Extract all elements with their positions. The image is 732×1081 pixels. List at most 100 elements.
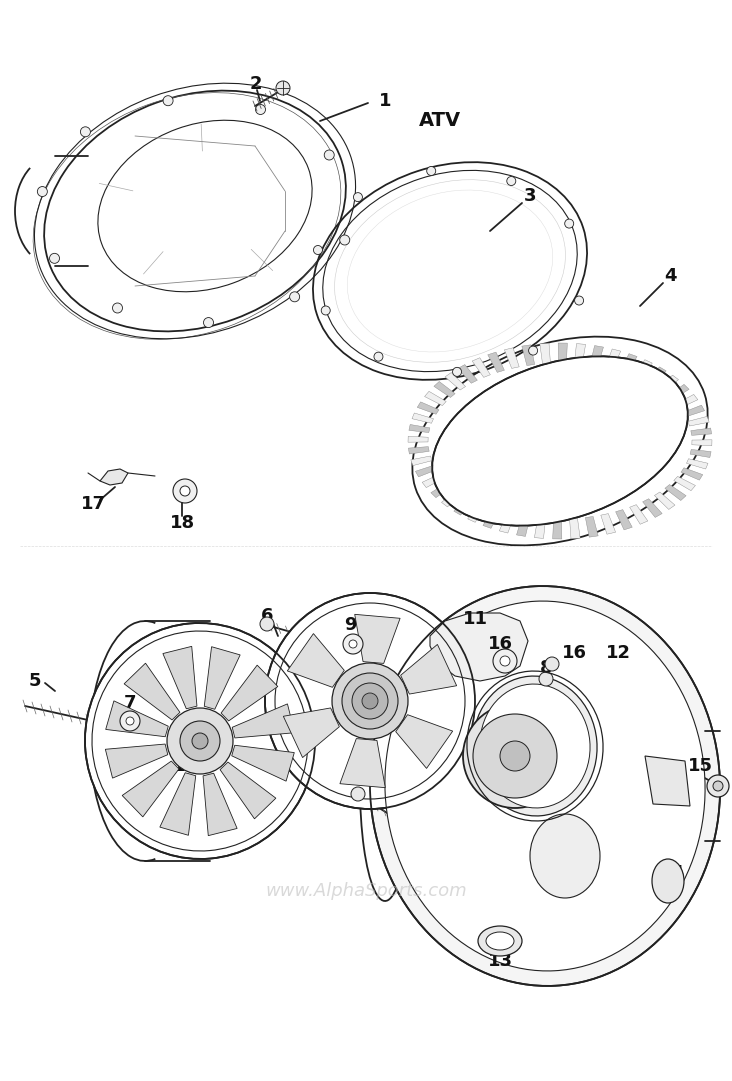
Polygon shape — [400, 644, 457, 694]
Circle shape — [575, 296, 583, 305]
Circle shape — [352, 683, 388, 719]
Polygon shape — [504, 348, 519, 369]
Polygon shape — [408, 446, 429, 454]
Polygon shape — [422, 473, 444, 488]
Polygon shape — [676, 395, 698, 409]
Circle shape — [707, 775, 729, 797]
Polygon shape — [586, 517, 598, 537]
Polygon shape — [425, 391, 447, 405]
Circle shape — [507, 176, 516, 186]
Text: 3: 3 — [524, 187, 537, 205]
Polygon shape — [163, 646, 197, 709]
Text: 8: 8 — [362, 770, 374, 788]
Polygon shape — [569, 518, 580, 538]
Polygon shape — [665, 484, 686, 501]
Polygon shape — [105, 700, 168, 737]
Text: 13: 13 — [488, 952, 512, 970]
Polygon shape — [643, 498, 662, 518]
Polygon shape — [396, 715, 452, 769]
Circle shape — [120, 711, 140, 731]
Polygon shape — [616, 509, 632, 530]
Polygon shape — [540, 344, 550, 363]
Polygon shape — [692, 440, 712, 445]
Circle shape — [349, 640, 357, 648]
Text: 2: 2 — [250, 75, 262, 93]
Circle shape — [374, 352, 383, 361]
Circle shape — [173, 479, 197, 503]
Polygon shape — [499, 512, 515, 533]
Polygon shape — [690, 450, 711, 457]
Circle shape — [203, 318, 214, 328]
Polygon shape — [634, 360, 652, 379]
Polygon shape — [575, 344, 586, 364]
Polygon shape — [472, 358, 490, 377]
Text: 14: 14 — [660, 864, 684, 882]
Circle shape — [564, 219, 574, 228]
Circle shape — [180, 721, 220, 761]
Circle shape — [313, 245, 323, 254]
Polygon shape — [681, 468, 703, 480]
Polygon shape — [673, 477, 695, 491]
Circle shape — [163, 96, 173, 106]
Polygon shape — [646, 366, 666, 385]
Circle shape — [427, 166, 436, 175]
Polygon shape — [441, 490, 463, 507]
Ellipse shape — [478, 926, 522, 956]
Circle shape — [493, 649, 517, 673]
Text: 16: 16 — [488, 635, 512, 653]
Circle shape — [539, 672, 553, 686]
Circle shape — [343, 633, 363, 654]
Circle shape — [452, 368, 462, 376]
Polygon shape — [355, 614, 400, 664]
Polygon shape — [232, 704, 295, 738]
Polygon shape — [668, 385, 689, 400]
Polygon shape — [204, 646, 240, 709]
Polygon shape — [203, 773, 237, 836]
Polygon shape — [417, 402, 439, 414]
Polygon shape — [601, 513, 616, 534]
Circle shape — [50, 253, 59, 264]
Polygon shape — [430, 613, 528, 681]
Text: 9: 9 — [344, 616, 356, 633]
Text: 5: 5 — [29, 672, 41, 690]
Polygon shape — [534, 518, 545, 538]
Polygon shape — [483, 508, 500, 529]
Ellipse shape — [370, 586, 720, 986]
Polygon shape — [408, 437, 428, 442]
Polygon shape — [105, 744, 168, 778]
Circle shape — [255, 105, 266, 115]
Circle shape — [463, 704, 567, 808]
Ellipse shape — [85, 623, 315, 859]
Polygon shape — [517, 516, 530, 536]
Polygon shape — [522, 345, 534, 365]
Circle shape — [545, 657, 559, 671]
Polygon shape — [688, 416, 709, 426]
Ellipse shape — [433, 358, 687, 524]
Polygon shape — [605, 349, 621, 370]
Polygon shape — [445, 373, 466, 390]
Polygon shape — [124, 663, 180, 720]
Circle shape — [81, 126, 90, 137]
Polygon shape — [287, 633, 344, 688]
Circle shape — [113, 303, 122, 313]
Circle shape — [126, 717, 134, 725]
Polygon shape — [283, 708, 340, 758]
Circle shape — [529, 346, 537, 355]
Text: 1: 1 — [378, 92, 391, 110]
Polygon shape — [620, 353, 637, 374]
Text: 11: 11 — [463, 610, 488, 628]
Text: 6: 6 — [261, 608, 273, 625]
Polygon shape — [220, 762, 276, 818]
Polygon shape — [100, 469, 128, 485]
Text: ATV: ATV — [419, 111, 461, 131]
Text: 7: 7 — [124, 694, 136, 712]
Polygon shape — [691, 428, 712, 436]
Circle shape — [351, 787, 365, 801]
Text: 8: 8 — [539, 659, 553, 677]
Circle shape — [332, 663, 408, 739]
Polygon shape — [590, 346, 603, 366]
Circle shape — [354, 192, 362, 202]
Polygon shape — [122, 761, 179, 817]
Polygon shape — [434, 382, 455, 398]
Polygon shape — [232, 745, 294, 782]
